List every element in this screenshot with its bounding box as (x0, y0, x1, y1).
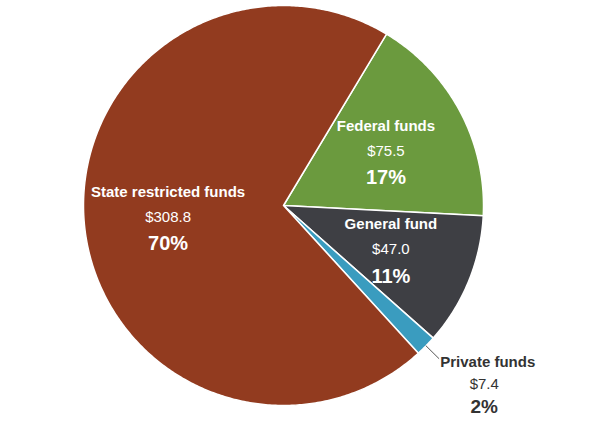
svg-text:$7.4: $7.4 (470, 375, 499, 392)
svg-text:State restricted funds: State restricted funds (91, 183, 245, 200)
svg-text:Private funds: Private funds (440, 353, 535, 370)
svg-text:17%: 17% (366, 166, 406, 188)
svg-text:$308.8: $308.8 (145, 208, 191, 225)
svg-text:$47.0: $47.0 (372, 240, 410, 257)
svg-text:Federal funds: Federal funds (337, 117, 435, 134)
svg-text:70%: 70% (148, 232, 188, 254)
svg-text:$75.5: $75.5 (367, 142, 405, 159)
svg-text:2%: 2% (471, 396, 499, 417)
svg-text:11%: 11% (371, 265, 410, 287)
svg-text:General fund: General fund (345, 215, 438, 232)
